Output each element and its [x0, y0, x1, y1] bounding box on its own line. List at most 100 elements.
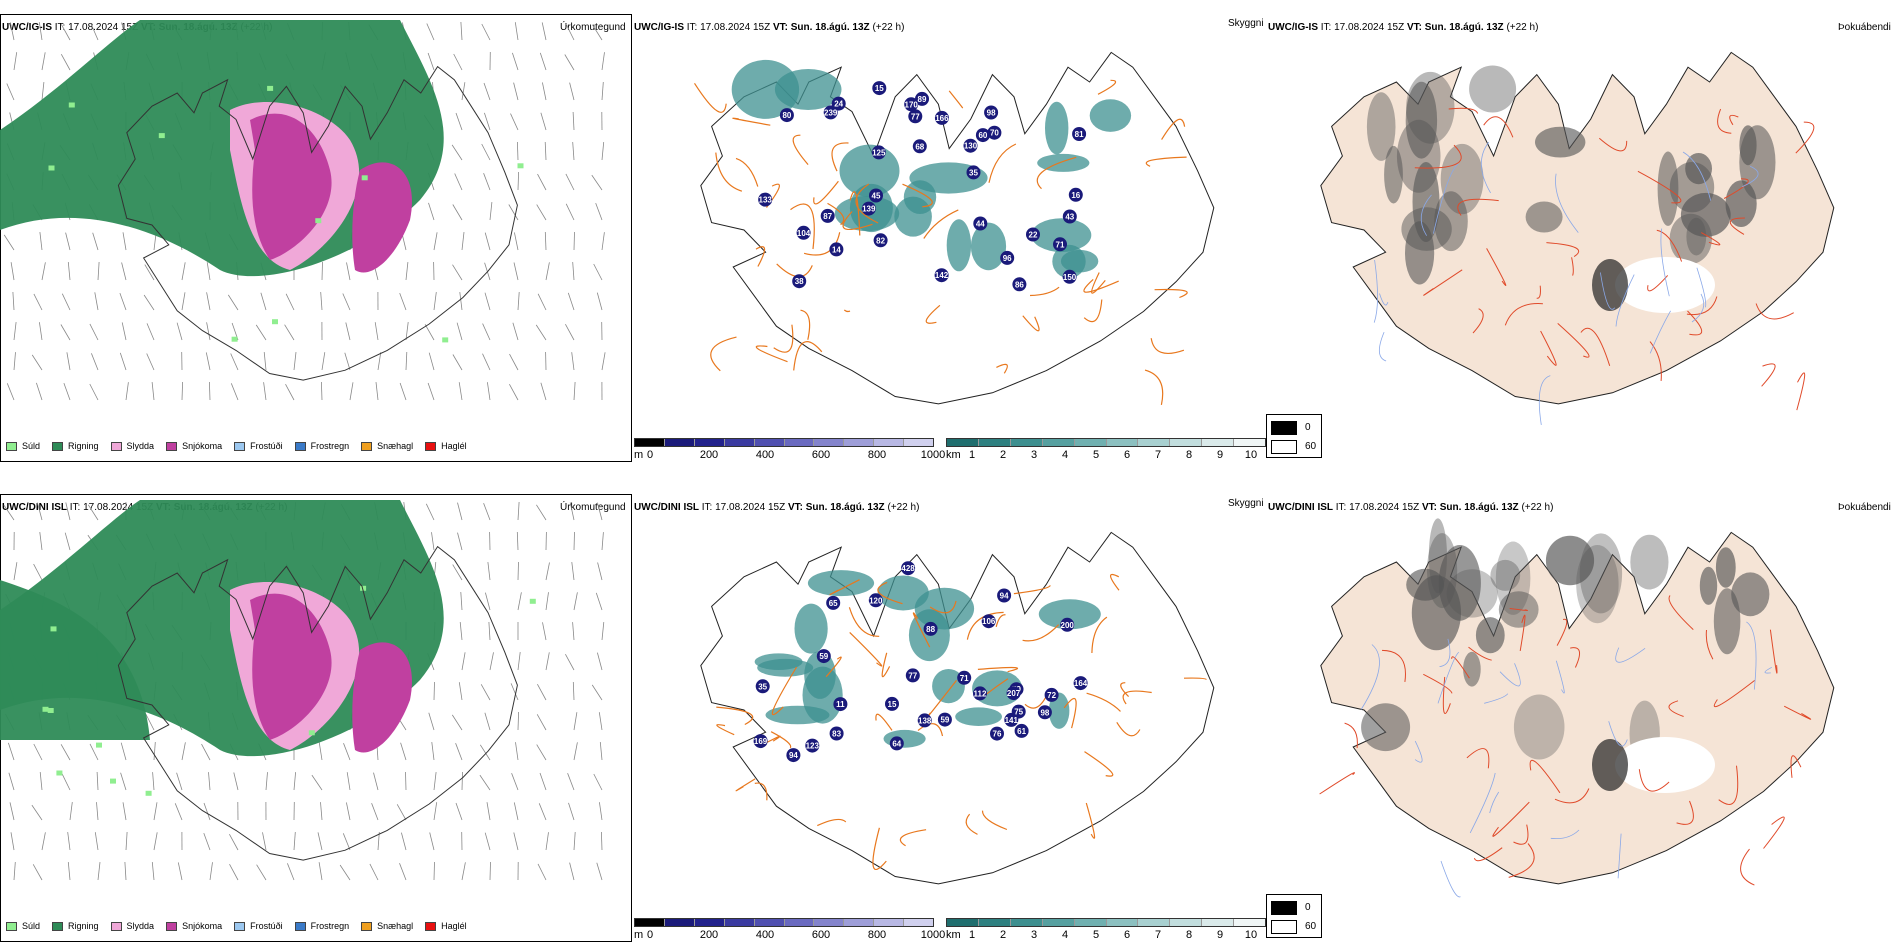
peak-label: 130 — [964, 142, 978, 151]
wind-barb — [572, 681, 575, 701]
road — [1571, 257, 1574, 276]
road — [1546, 242, 1580, 258]
wind-barb — [122, 232, 127, 251]
precip-type-panel — [0, 14, 632, 462]
wind-barb — [537, 173, 547, 191]
peak-marker — [934, 268, 949, 283]
colorbar-cell — [978, 919, 1011, 926]
height-tick: 200 — [699, 929, 719, 941]
peak-label: 94 — [1000, 592, 1009, 601]
road — [996, 363, 1008, 374]
peak-marker — [1062, 269, 1077, 284]
cloud-shade — [1463, 651, 1481, 687]
legend-swatch — [110, 921, 122, 931]
road — [1022, 624, 1060, 642]
legend-label: Snjókoma — [182, 921, 223, 931]
wind-barb — [539, 772, 547, 791]
river — [1617, 833, 1622, 879]
visibility-tick: 7 — [1154, 449, 1162, 461]
colorbar-cell — [1106, 439, 1139, 446]
colorbar-cell — [664, 439, 695, 446]
peak-marker — [1068, 187, 1083, 202]
wind-barb — [181, 262, 186, 281]
wind-barb — [564, 54, 575, 71]
visibility-tick: 5 — [1092, 929, 1100, 941]
visibility-tick: 2 — [999, 929, 1007, 941]
wind-barb — [458, 382, 463, 401]
cloud-shade — [1495, 541, 1531, 615]
legend-swatch — [361, 441, 373, 451]
legend-item: Snæhagl — [361, 921, 413, 931]
visibility-map: 8859831061572593564120761231389842816479… — [700, 531, 1215, 885]
river — [1615, 274, 1635, 327]
road — [1554, 788, 1590, 804]
height-tick: 600 — [811, 449, 831, 461]
peak-label: 75 — [1014, 708, 1023, 717]
wind-barb — [538, 803, 547, 821]
cloud-shade — [1535, 126, 1586, 158]
wind-barb — [41, 832, 46, 851]
road — [1790, 755, 1802, 778]
wind-barb — [203, 802, 211, 821]
wind-barb — [565, 173, 575, 191]
cloud-shade — [1576, 545, 1619, 624]
road — [1513, 824, 1529, 845]
wind-barb — [89, 383, 99, 401]
peak-marker — [872, 81, 887, 96]
road — [793, 341, 823, 371]
drizzle-speck — [50, 626, 57, 632]
peak-label: 88 — [926, 625, 935, 634]
peak-marker — [1062, 209, 1077, 224]
cloud-shade — [1525, 201, 1563, 233]
wind-barb — [318, 742, 323, 761]
legend-item: Súld — [6, 441, 40, 451]
legend-label: Slydda — [126, 441, 155, 451]
wind-barb — [451, 144, 463, 161]
road — [1472, 308, 1484, 334]
visibility-unit: km — [946, 929, 961, 941]
wind-barb — [510, 683, 519, 701]
wind-barb — [573, 831, 576, 851]
wind-barb — [595, 202, 603, 221]
river — [1742, 165, 1759, 188]
road — [995, 614, 1006, 628]
wind-barb — [486, 802, 491, 821]
visibility-tick: 10 — [1244, 449, 1258, 461]
wind-barb — [6, 383, 15, 401]
wind-barb — [597, 502, 603, 521]
road — [1713, 680, 1756, 708]
peak-label: 16 — [1071, 191, 1080, 200]
wind-barb — [517, 501, 520, 521]
wind-barb — [489, 202, 493, 221]
peak-marker — [997, 588, 1012, 603]
road — [1085, 802, 1096, 839]
road — [1729, 217, 1745, 235]
wind-barb — [567, 773, 575, 791]
wind-barb — [96, 802, 99, 821]
wind-barb — [461, 652, 466, 671]
wind-barb — [33, 563, 43, 581]
cloud-shade — [1411, 575, 1461, 651]
wind-barb — [540, 382, 547, 401]
peak-marker — [1004, 712, 1019, 727]
road — [827, 202, 845, 226]
wind-barb — [89, 743, 99, 761]
wind-barb — [461, 232, 465, 251]
peak-marker — [805, 738, 820, 753]
colorbar-cell — [814, 439, 845, 446]
legend-label: Haglél — [441, 921, 467, 931]
height-tick: 0 — [646, 449, 654, 461]
wind-barb — [89, 323, 99, 341]
drizzle-speck — [442, 337, 449, 343]
wind-barb — [401, 832, 407, 851]
wind-barb — [9, 802, 15, 821]
drizzle-speck — [96, 742, 102, 748]
wind-barb — [513, 802, 519, 821]
wind-barb — [508, 204, 519, 221]
road — [1448, 107, 1479, 114]
road — [1705, 629, 1714, 660]
wind-barb — [321, 381, 323, 401]
wind-barb — [568, 802, 575, 821]
peak-marker — [889, 736, 904, 751]
road — [1570, 647, 1581, 668]
